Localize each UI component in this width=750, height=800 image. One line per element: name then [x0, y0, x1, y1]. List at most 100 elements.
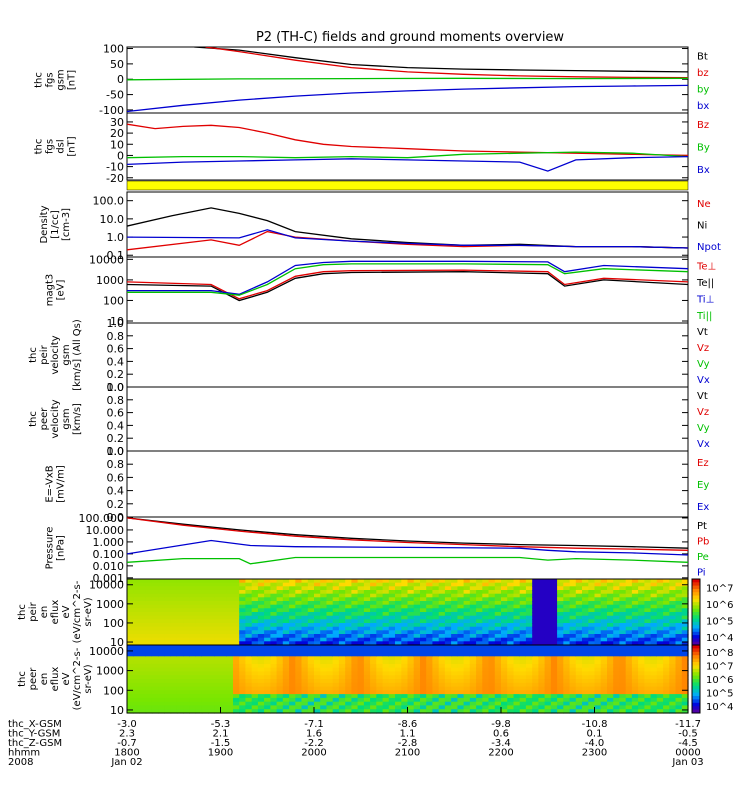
spectrogram-peir_en_eflux-cell	[307, 586, 315, 591]
spectrogram-peer_en_eflux-cell	[432, 709, 440, 714]
spectrogram-peir_en_eflux-cell	[563, 619, 571, 624]
spectrogram-peir_en_eflux-cell	[650, 623, 658, 628]
spectrogram-peir_en_eflux-cell	[482, 601, 490, 606]
spectrogram-peir_en_eflux-cell	[625, 634, 633, 639]
spectrogram-peer_en_eflux-cell	[176, 648, 184, 654]
spectrogram-peer_en_eflux-cell	[145, 705, 153, 710]
spectrogram-peir_en_eflux-cell	[463, 615, 471, 620]
spectrogram-peer_en_eflux-cell	[525, 645, 533, 650]
spectrogram-peer_en_eflux-cell	[395, 709, 402, 714]
spectrogram-peir_en_eflux-cell	[376, 626, 384, 631]
panel-efield-ylabel-line: [mV/m]	[56, 465, 67, 503]
spectrogram-peer_en_eflux-cell	[345, 675, 352, 680]
spectrogram-peer_en_eflux-cell	[314, 682, 321, 688]
spectrogram-peer_en_eflux-cell	[376, 686, 384, 691]
spectrogram-peer_en_eflux-cell	[457, 671, 465, 676]
spectrogram-peer_en_eflux-cell	[314, 671, 321, 676]
spectrogram-peir_en_eflux-cell	[226, 619, 234, 624]
spectrogram-peir_en_eflux-colorbar-step	[692, 641, 700, 646]
spectrogram-peer_en_eflux-cell	[326, 663, 334, 669]
spectrogram-peer_en_eflux-cell	[239, 656, 246, 661]
spectrogram-peir_en_eflux-colorbar-step	[692, 585, 700, 590]
spectrogram-peir_en_eflux-cell	[376, 590, 384, 595]
panel-density-legend-1: Ni	[697, 221, 707, 232]
spectrogram-peir_en_eflux-cell	[488, 590, 496, 595]
spectrogram-peer_en_eflux-colorbar-step	[692, 679, 700, 683]
spectrogram-peer_en_eflux-cell	[420, 663, 427, 669]
spectrogram-peer_en_eflux-cell	[208, 686, 215, 691]
spectrogram-peer_en_eflux-cell	[338, 694, 346, 699]
spectrogram-peer_en_eflux-cell	[176, 667, 184, 673]
spectrogram-peir_en_eflux-cell	[257, 634, 265, 639]
spectrogram-peir_en_eflux-cell	[538, 637, 546, 642]
spectrogram-peer_en_eflux-cell	[320, 690, 327, 695]
spectrogram-peir_en_eflux-cell	[226, 630, 234, 635]
spectrogram-peir_en_eflux-cell	[501, 579, 508, 584]
spectrogram-peir_en_eflux-cell	[513, 612, 521, 617]
spectrogram-peir_en_eflux-cell	[183, 590, 190, 595]
spectrogram-peir_en_eflux-cell	[669, 601, 677, 606]
spectrogram-peer_en_eflux-cell	[463, 671, 471, 676]
spectrogram-peir_en_eflux-colorbar-step	[692, 588, 700, 593]
spectrogram-peir_en_eflux-colorbar-label: 10^4	[706, 633, 733, 644]
spectrogram-peir_en_eflux-cell	[476, 615, 483, 620]
spectrogram-peer_en_eflux-cell	[607, 686, 614, 691]
spectrogram-peir_en_eflux-cell	[563, 637, 571, 642]
spectrogram-peer_en_eflux-cell	[164, 656, 172, 661]
spectrogram-peer_en_eflux-cell	[357, 709, 365, 714]
spectrogram-peir_en_eflux-cell	[407, 590, 415, 595]
spectrogram-peer_en_eflux-cell	[401, 652, 409, 657]
spectrogram-peer_en_eflux-cell	[575, 694, 583, 699]
spectrogram-peer_en_eflux-cell	[245, 667, 253, 673]
spectrogram-peer_en_eflux-cell	[183, 645, 190, 650]
spectrogram-peer_en_eflux-cell	[176, 697, 184, 703]
spectrogram-peer_en_eflux-cell	[307, 694, 315, 699]
spectrogram-peir_en_eflux-cell	[407, 597, 415, 602]
spectrogram-peer_en_eflux-cell	[513, 652, 521, 657]
spectrogram-peir_en_eflux-cell	[538, 608, 546, 613]
panel-peer_velocity-legend-2: Vy	[697, 423, 710, 434]
spectrogram-peer_en_eflux-cell	[376, 645, 384, 650]
spectrogram-peir_en_eflux-cell	[631, 597, 639, 602]
spectrogram-peer_en_eflux-cell	[332, 645, 340, 650]
spectrogram-peir_en_eflux-cell	[432, 634, 440, 639]
spectrogram-peir_en_eflux-cell	[594, 593, 602, 598]
spectrogram-peir_en_eflux-cell	[133, 612, 140, 617]
spectrogram-peir_en_eflux-cell	[538, 612, 546, 617]
spectrogram-peer_en_eflux-cell	[314, 663, 321, 669]
spectrogram-peer_en_eflux-cell	[613, 709, 620, 714]
spectrogram-peir_en_eflux-cell	[276, 615, 284, 620]
spectrogram-peir_en_eflux-cell	[538, 601, 546, 606]
spectrogram-peer_en_eflux-cell	[151, 709, 159, 714]
spectrogram-peer_en_eflux-cell	[220, 645, 228, 650]
spectrogram-peer_en_eflux-cell	[513, 679, 521, 684]
spectrogram-peir_en_eflux-cell	[345, 597, 352, 602]
spectrogram-peir_en_eflux-cell	[681, 593, 689, 598]
spectrogram-peer_en_eflux-cell	[413, 679, 421, 684]
spectrogram-peer_en_eflux-cell	[282, 663, 290, 669]
spectrogram-peer_en_eflux-cell	[494, 645, 502, 650]
spectrogram-peer_en_eflux-cell	[151, 675, 159, 680]
spectrogram-peir_en_eflux-colorbar-step	[692, 602, 700, 606]
spectrogram-peir_en_eflux-cell	[233, 619, 240, 624]
spectrogram-peir_en_eflux-cell	[245, 619, 253, 624]
spectrogram-peer_en_eflux-cell	[538, 697, 546, 703]
spectrogram-peir_en_eflux-cell	[289, 619, 296, 624]
spectrogram-peir_en_eflux-cell	[332, 641, 340, 646]
spectrogram-peir_en_eflux-cell	[538, 586, 546, 591]
spectrogram-peer_en_eflux-cell	[139, 660, 147, 665]
spectrogram-peir_en_eflux-cell	[170, 626, 178, 631]
spectrogram-peer_en_eflux-cell	[295, 694, 303, 699]
spectrogram-peer_en_eflux-cell	[251, 701, 259, 707]
spectrogram-peir_en_eflux-cell	[588, 586, 596, 591]
spectrogram-peir_en_eflux-cell	[388, 604, 396, 609]
spectrogram-peer_en_eflux-cell	[326, 705, 334, 710]
spectrogram-peer_en_eflux-cell	[151, 701, 159, 707]
spectrogram-peir_en_eflux-cell	[538, 604, 546, 609]
spectrogram-peer_en_eflux-cell	[463, 660, 471, 665]
spectrogram-peer_en_eflux-cell	[245, 645, 253, 650]
spectrogram-peer_en_eflux-cell	[607, 705, 614, 710]
spectrogram-peer_en_eflux-cell	[214, 686, 222, 691]
spectrogram-peir_en_eflux-cell	[513, 604, 521, 609]
spectrogram-peir_en_eflux-cell	[401, 634, 409, 639]
